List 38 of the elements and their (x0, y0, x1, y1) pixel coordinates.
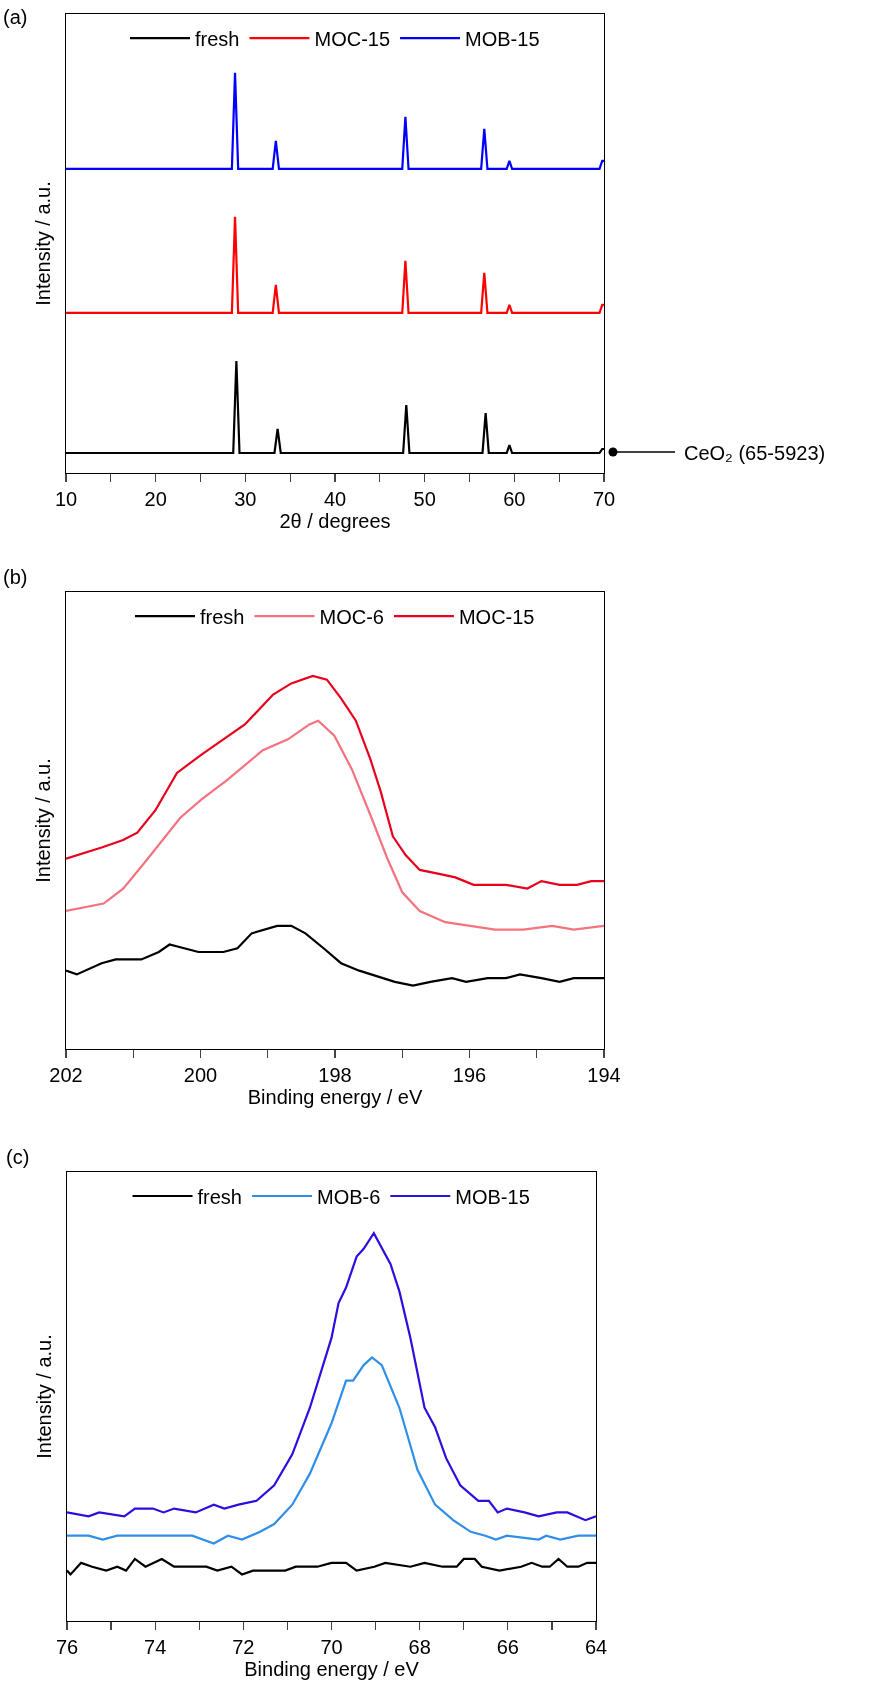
legend-label: MOC-15 (314, 27, 391, 50)
legend-label: MOC-15 (458, 605, 535, 628)
text: CeO₂ (65-5923) (684, 442, 826, 464)
x-tick-label: 70 (320, 1636, 343, 1659)
x-tick-label: 202 (49, 1064, 83, 1087)
legend-label: MOC-6 (319, 605, 384, 628)
x-tick-label: 68 (408, 1636, 431, 1659)
x-tick-label: 72 (232, 1636, 255, 1659)
chart-title: (b) (3, 566, 28, 588)
y-axis-title: Intensity / a.u. (32, 181, 55, 306)
x-tick-label: 194 (587, 1064, 621, 1087)
x-tick-label: 70 (592, 488, 616, 511)
y-axis-title: Intensity / a.u. (33, 1334, 56, 1459)
legend-label: MOB-6 (316, 1185, 381, 1208)
x-tick-label: 196 (452, 1064, 487, 1087)
chart-title: (c) (6, 1146, 30, 1168)
chart-title: (a) (3, 6, 28, 28)
x-axis-title: 2θ / degrees (279, 510, 391, 533)
x-tick-label: 40 (323, 488, 347, 511)
legend-label: fresh (195, 27, 240, 50)
x-tick-label: 64 (584, 1636, 608, 1659)
x-tick-label: 198 (318, 1064, 352, 1087)
y-axis-title: Intensity / a.u. (32, 758, 55, 883)
x-tick-label: 50 (413, 488, 436, 511)
x-tick-label: 66 (496, 1636, 519, 1659)
legend-label: MOB-15 (455, 1185, 530, 1208)
x-axis-title: Binding energy / eV (247, 1086, 423, 1109)
x-tick-label: 74 (144, 1636, 167, 1659)
x-tick-label: 60 (503, 488, 526, 511)
legend-label: fresh (197, 1185, 242, 1208)
x-tick-label: 10 (54, 488, 78, 511)
x-axis-title: Binding energy / eV (244, 1658, 420, 1681)
x-tick-label: 30 (234, 488, 257, 511)
x-tick-label: 20 (144, 488, 167, 511)
x-tick-label: 200 (183, 1064, 218, 1087)
x-tick-label: 76 (55, 1636, 79, 1659)
legend-label: fresh (200, 605, 245, 628)
legend-label: MOB-15 (465, 27, 540, 50)
